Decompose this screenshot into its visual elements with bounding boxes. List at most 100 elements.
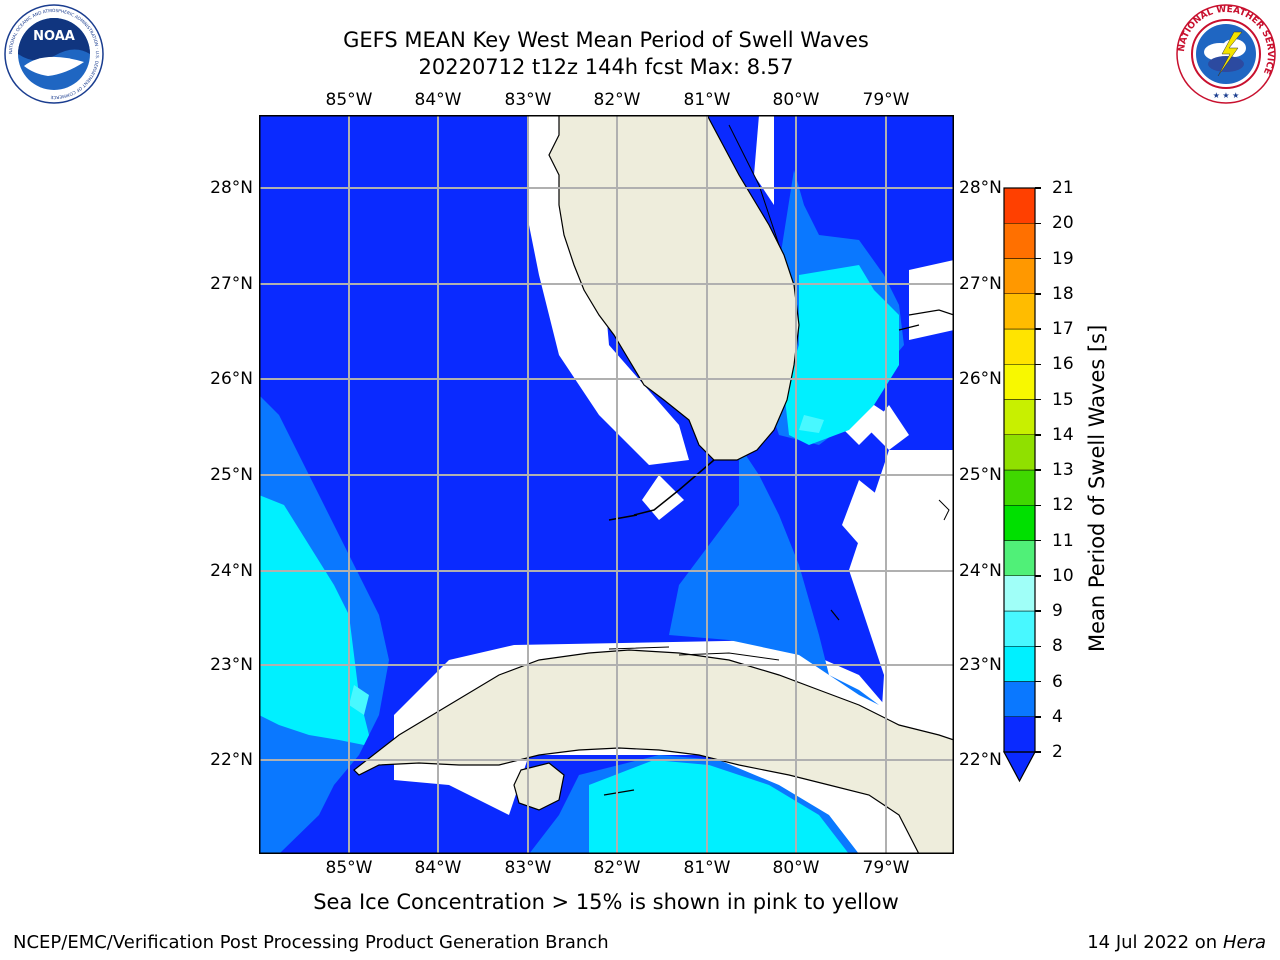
colorbar-segment	[1003, 223, 1036, 259]
swell-band-8-9	[349, 415, 824, 715]
lon-tick-top: 81°W	[683, 90, 731, 110]
lon-tick-bottom: 80°W	[772, 858, 820, 878]
colorbar-segment	[1003, 328, 1036, 365]
colorbar-tick	[1035, 293, 1041, 295]
map-title: GEFS MEAN Key West Mean Period of Swell …	[343, 28, 869, 52]
lon-tick-bottom: 79°W	[862, 858, 910, 878]
colorbar-segment	[1003, 716, 1036, 753]
colorbar-tick-label: 12	[1052, 495, 1074, 516]
lat-tick-left: 27°N	[210, 274, 253, 294]
colorbar-segment	[1003, 258, 1036, 294]
map-frame	[259, 115, 954, 854]
colorbar-tick	[1035, 645, 1041, 647]
colorbar-tick-label: 4	[1052, 706, 1063, 727]
lon-tick-top: 80°W	[772, 90, 820, 110]
lat-tick-left: 28°N	[210, 178, 253, 198]
florida-land	[548, 115, 800, 461]
footer-machine: Hera	[1222, 932, 1266, 953]
lat-tick-right: 26°N	[959, 369, 1002, 389]
lon-tick-top: 83°W	[504, 90, 552, 110]
colorbar-tick-label: 21	[1052, 178, 1074, 198]
colorbar-tick-label: 10	[1052, 565, 1074, 586]
nws-logo-icon: NATIONAL WEATHER SERVICE ★ ★ ★	[1176, 4, 1276, 104]
colorbar-tick-label: 11	[1052, 530, 1074, 551]
lon-tick-bottom: 82°W	[593, 858, 641, 878]
lat-tick-right: 24°N	[959, 561, 1002, 581]
lon-tick-top: 85°W	[325, 90, 373, 110]
footer-date: 14 Jul 2022 on Hera	[1087, 932, 1266, 953]
colorbar-tick	[1035, 328, 1041, 330]
colorbar-segment	[1003, 399, 1036, 435]
svg-text:★ ★ ★: ★ ★ ★	[1213, 91, 1240, 100]
lon-tick-bottom: 83°W	[504, 858, 552, 878]
lat-tick-right: 28°N	[959, 178, 1002, 198]
colorbar-tick-label: 6	[1052, 671, 1063, 692]
isla-de-la-juventud	[513, 762, 565, 811]
noaa-logo-icon: NOAA NATIONAL OCEANIC AND ATMOSPHERIC AD…	[4, 4, 104, 104]
colorbar-tick-label: 13	[1052, 460, 1074, 480]
cuba-land	[353, 649, 954, 854]
colorbar-segment	[1003, 540, 1036, 576]
colorbar-tick	[1035, 398, 1041, 401]
lat-tick-right: 27°N	[959, 274, 1002, 294]
colorbar-segment	[1003, 434, 1036, 471]
colorbar-tick-label: 8	[1052, 636, 1063, 657]
colorbar-tick	[1035, 257, 1041, 260]
colorbar-tick-label: 16	[1052, 354, 1074, 375]
colorbar-extend-min	[1002, 751, 1037, 783]
lat-tick-left: 23°N	[210, 655, 253, 675]
lon-tick-bottom: 81°W	[683, 858, 731, 878]
colorbar-tick	[1035, 716, 1041, 718]
lat-tick-right: 22°N	[959, 750, 1002, 770]
map-subtitle: 20220712 t12z 144h fcst Max: 8.57	[418, 55, 794, 79]
cuba-north-cays	[608, 646, 780, 661]
colorbar-tick-label: 9	[1052, 601, 1063, 621]
colorbar-tick	[1035, 575, 1041, 577]
colorbar-segment	[1003, 505, 1036, 541]
colorbar-segment	[1003, 293, 1036, 330]
lon-tick-top: 84°W	[414, 90, 462, 110]
lat-tick-left: 22°N	[210, 750, 253, 770]
lat-tick-left: 25°N	[210, 465, 253, 485]
colorbar-tick	[1035, 539, 1041, 542]
lon-tick-bottom: 84°W	[414, 858, 462, 878]
noaa-logo-text: NOAA	[33, 29, 75, 44]
lat-tick-right: 23°N	[959, 655, 1002, 675]
colorbar-segment	[1003, 681, 1036, 717]
colorbar-segment	[1003, 469, 1036, 506]
sea-ice-note: Sea Ice Concentration > 15% is shown in …	[313, 890, 899, 914]
bahamas-islands	[898, 309, 954, 331]
lat-tick-right: 25°N	[959, 465, 1002, 485]
swell-band-6-8	[259, 265, 899, 854]
lon-tick-top: 79°W	[862, 90, 910, 110]
colorbar-tick	[1035, 469, 1041, 471]
colorbar-tick	[1035, 751, 1041, 753]
colorbar-segment	[1003, 364, 1036, 400]
colorbar-tick-label: 18	[1052, 283, 1074, 304]
colorbar-tick-label: 20	[1052, 213, 1074, 234]
colorbar-tick	[1035, 222, 1041, 224]
colorbar-tick-label: 19	[1052, 248, 1074, 269]
colorbar-tick	[1035, 610, 1041, 612]
colorbar	[1002, 187, 1037, 783]
colorbar-segment	[1003, 610, 1036, 647]
colorbar-tick	[1035, 504, 1041, 506]
colorbar-tick	[1035, 187, 1041, 189]
colorbar-tick	[1035, 680, 1041, 683]
colorbar-segment	[1003, 646, 1036, 682]
colorbar-segment	[1003, 575, 1036, 612]
colorbar-tick-label: 14	[1052, 424, 1074, 445]
lon-tick-top: 82°W	[593, 90, 641, 110]
map-graticule	[259, 115, 954, 854]
lat-tick-left: 24°N	[210, 561, 253, 581]
footer-branch: NCEP/EMC/Verification Post Processing Pr…	[13, 932, 609, 953]
footer-date-text: 14 Jul 2022 on	[1087, 932, 1223, 953]
colorbar-tick-label: 15	[1052, 389, 1074, 410]
lat-tick-left: 26°N	[210, 369, 253, 389]
lon-tick-bottom: 85°W	[325, 858, 373, 878]
colorbar-tick-label: 2	[1052, 742, 1063, 762]
colorbar-tick-label: 17	[1052, 319, 1074, 339]
colorbar-tick	[1035, 434, 1041, 436]
colorbar-title: Mean Period of Swell Waves [s]	[1085, 324, 1109, 652]
colorbar-segment	[1003, 187, 1036, 224]
